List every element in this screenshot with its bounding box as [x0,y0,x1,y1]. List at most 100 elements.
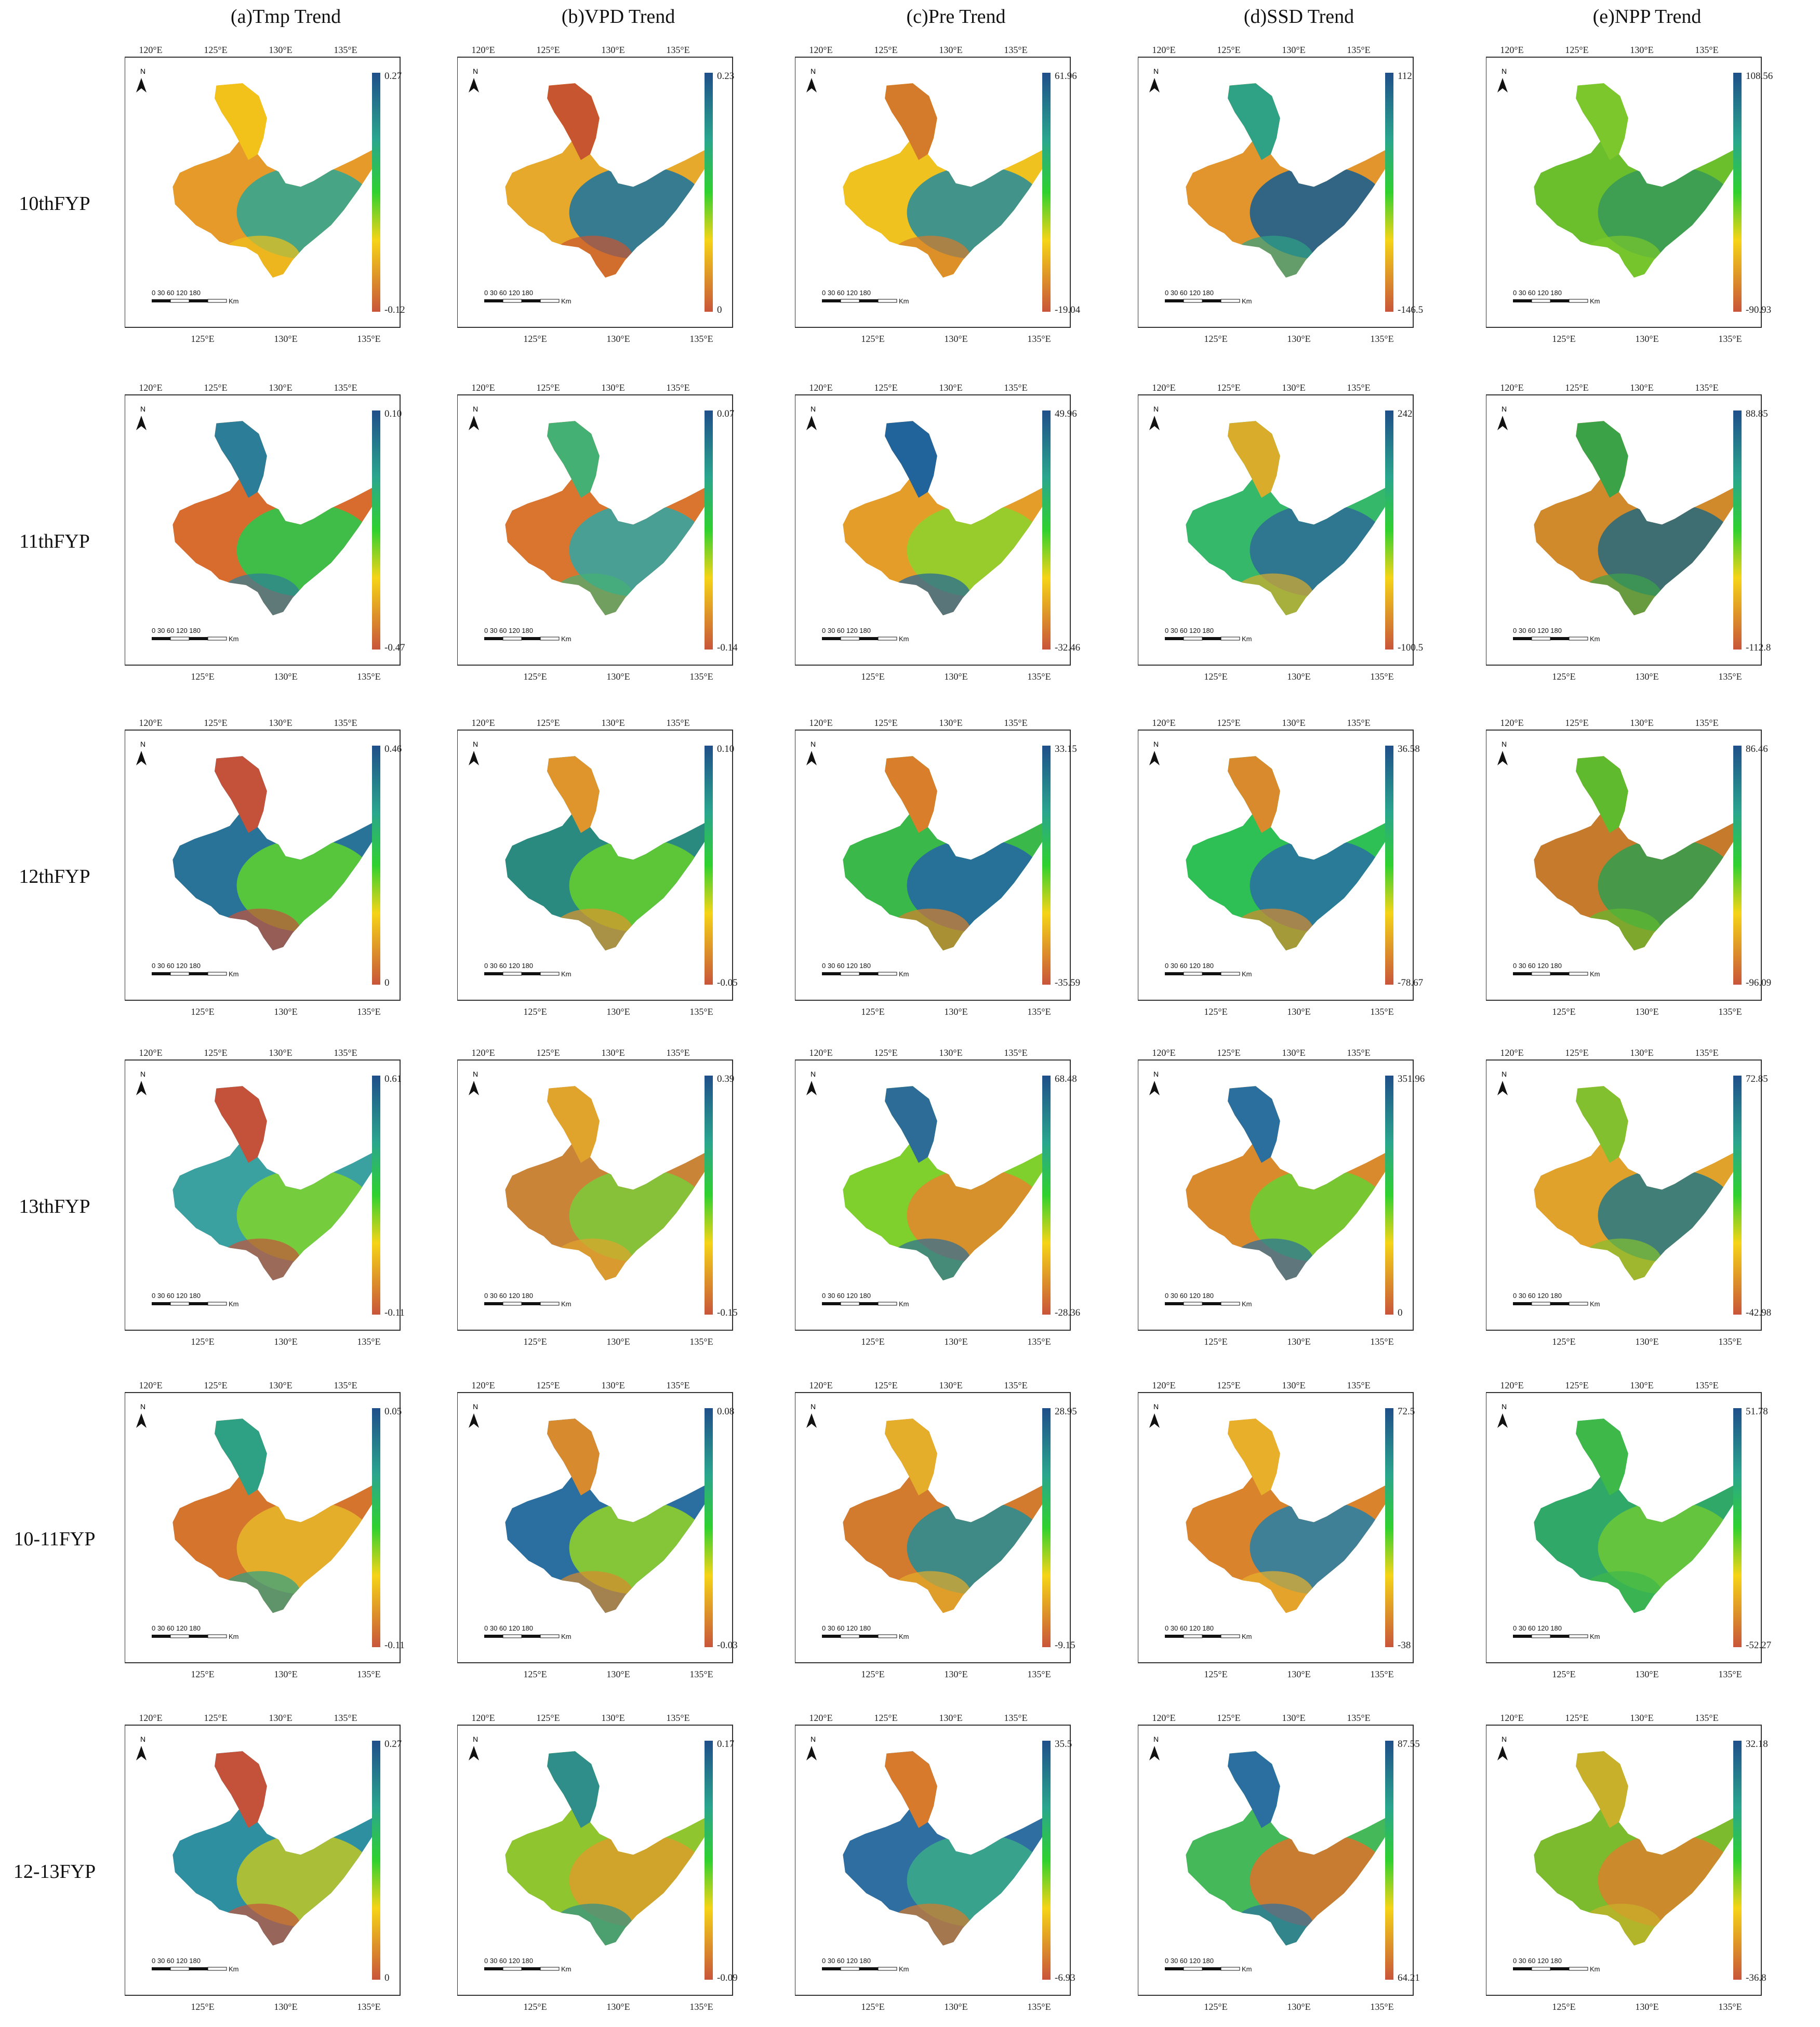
scale-bar-seg [840,299,860,303]
colorbar-min: -35.59 [1055,977,1080,988]
scale-unit: Km [1242,1633,1252,1640]
lon-tick-top: 125°E [1565,1713,1588,1723]
scale-bar-seg [878,1302,897,1306]
lon-tick-top: 120°E [471,718,495,728]
lon-tick-top: 125°E [874,1713,897,1723]
lon-tick-bottom: 135°E [1370,1336,1393,1347]
lon-tick-top: 125°E [536,1048,560,1058]
lon-tick-bottom: 125°E [1204,2002,1227,2012]
scale-bar-seg [207,1967,227,1971]
colorbar-max: 0.05 [384,1406,402,1417]
lon-tick-top: 125°E [204,718,227,728]
colorbar-max: 0.10 [384,408,402,419]
colorbar [372,410,380,650]
scale-bar-seg [840,637,860,641]
lon-tick-top: 120°E [1152,718,1175,728]
north-label: N [1502,1070,1507,1078]
lon-tick-top: 125°E [204,1048,227,1058]
lon-tick-bottom: 130°E [1635,671,1658,682]
scale-bar-seg [522,1635,540,1638]
colorbar-min: -0.47 [384,642,405,653]
scale-bar-seg [152,1302,170,1305]
scale-unit: Km [1242,970,1252,978]
colorbar-max: 49.96 [1055,408,1077,419]
lon-tick-top: 130°E [939,718,962,728]
north-zone [1576,83,1628,160]
lon-tick-top: 120°E [1500,718,1523,728]
colorbar-max: 0.08 [717,1406,734,1417]
scale-bar-seg [484,637,503,640]
scale-numbers: 0 30 60 120 180 [1513,1292,1562,1300]
lon-tick-bottom: 130°E [1635,1669,1658,1679]
scale-bar-seg [1202,1635,1221,1638]
lon-tick-bottom: 135°E [1027,1336,1051,1347]
scale-bar-seg [1202,1967,1221,1970]
lon-tick-top: 130°E [1630,382,1653,393]
north-zone [1576,421,1628,498]
lon-tick-bottom: 130°E [606,1006,630,1017]
north-arrow-icon [469,1413,479,1428]
map-panel-npp-5: 120°E125°E130°E135°E125°E130°E135°E50°N4… [1486,1704,1808,2016]
lon-tick-top: 135°E [666,718,689,728]
scale-bar-seg [502,1634,522,1638]
scale-bar-seg [189,972,208,975]
lon-tick-top: 130°E [939,45,962,55]
lon-tick-top: 125°E [1217,1713,1240,1723]
lon-tick-bottom: 125°E [191,1006,214,1017]
north-zone [547,83,600,160]
north-label: N [140,405,145,413]
scale-bar-seg [1531,1967,1551,1971]
colorbar [372,746,380,985]
scale-bar-seg [484,1302,503,1305]
lon-tick-bottom: 125°E [1204,334,1227,344]
map-panel-pre-2: 120°E125°E130°E135°E125°E130°E135°E50°N4… [795,709,1117,1021]
scale-bar-seg [1165,1635,1184,1638]
scale-bar-seg [1220,299,1240,303]
colorbar-max: 0.27 [384,1739,402,1750]
scale-bar-seg [1165,1967,1184,1970]
north-arrow-icon [1149,416,1160,430]
north-zone [1228,421,1280,498]
colorbar [1733,1741,1742,1980]
north-arrow-icon [136,1413,147,1428]
scale-numbers: 0 30 60 120 180 [152,289,201,297]
lon-tick-top: 130°E [939,382,962,393]
scale-bar-seg [540,1634,560,1638]
scale-numbers: 0 30 60 120 180 [1513,962,1562,970]
scale-bar-seg [502,637,522,641]
north-zone [547,1086,600,1163]
scale-bar-seg [1220,972,1240,976]
scale-bar-seg [189,299,208,302]
lon-tick-top: 120°E [1500,1713,1523,1723]
map-svg: 120°E125°E130°E135°E125°E130°E135°E50°N4… [125,1380,405,1679]
scale-bar-seg [1202,972,1221,975]
north-label: N [140,740,145,748]
colorbar [372,1076,380,1315]
scale-unit: Km [1242,635,1252,643]
scale-bar-seg [878,972,897,976]
map-svg: 120°E125°E130°E135°E125°E130°E135°E50°N4… [125,382,405,682]
scale-unit: Km [899,1633,909,1640]
map-panel-ssd-2: 120°E125°E130°E135°E125°E130°E135°E50°N4… [1138,709,1460,1021]
scale-bar-seg [1550,972,1569,975]
scale-numbers: 0 30 60 120 180 [822,962,871,970]
scale-bar-seg [502,1302,522,1306]
scale-numbers: 0 30 60 120 180 [484,289,533,297]
colorbar-min: -32.46 [1055,642,1080,653]
scale-numbers: 0 30 60 120 180 [484,1292,533,1300]
scale-bar-seg [1183,1634,1203,1638]
colorbar-max: 0.10 [717,744,734,754]
scale-unit: Km [561,1300,572,1308]
scale-bar-seg [822,299,841,302]
north-arrow-icon [1497,78,1508,92]
colorbar-max: 28.95 [1055,1406,1077,1417]
lon-tick-top: 130°E [1282,45,1305,55]
colorbar-min: -112.8 [1746,642,1771,653]
scale-unit: Km [1590,1300,1600,1308]
scale-bar-seg [822,1967,841,1970]
scale-numbers: 0 30 60 120 180 [1513,627,1562,634]
lon-tick-top: 125°E [204,45,227,55]
lon-tick-bottom: 130°E [274,671,297,682]
map-svg: 120°E125°E130°E135°E125°E130°E135°E50°N4… [457,718,738,1017]
lon-tick-bottom: 130°E [1635,1336,1658,1347]
